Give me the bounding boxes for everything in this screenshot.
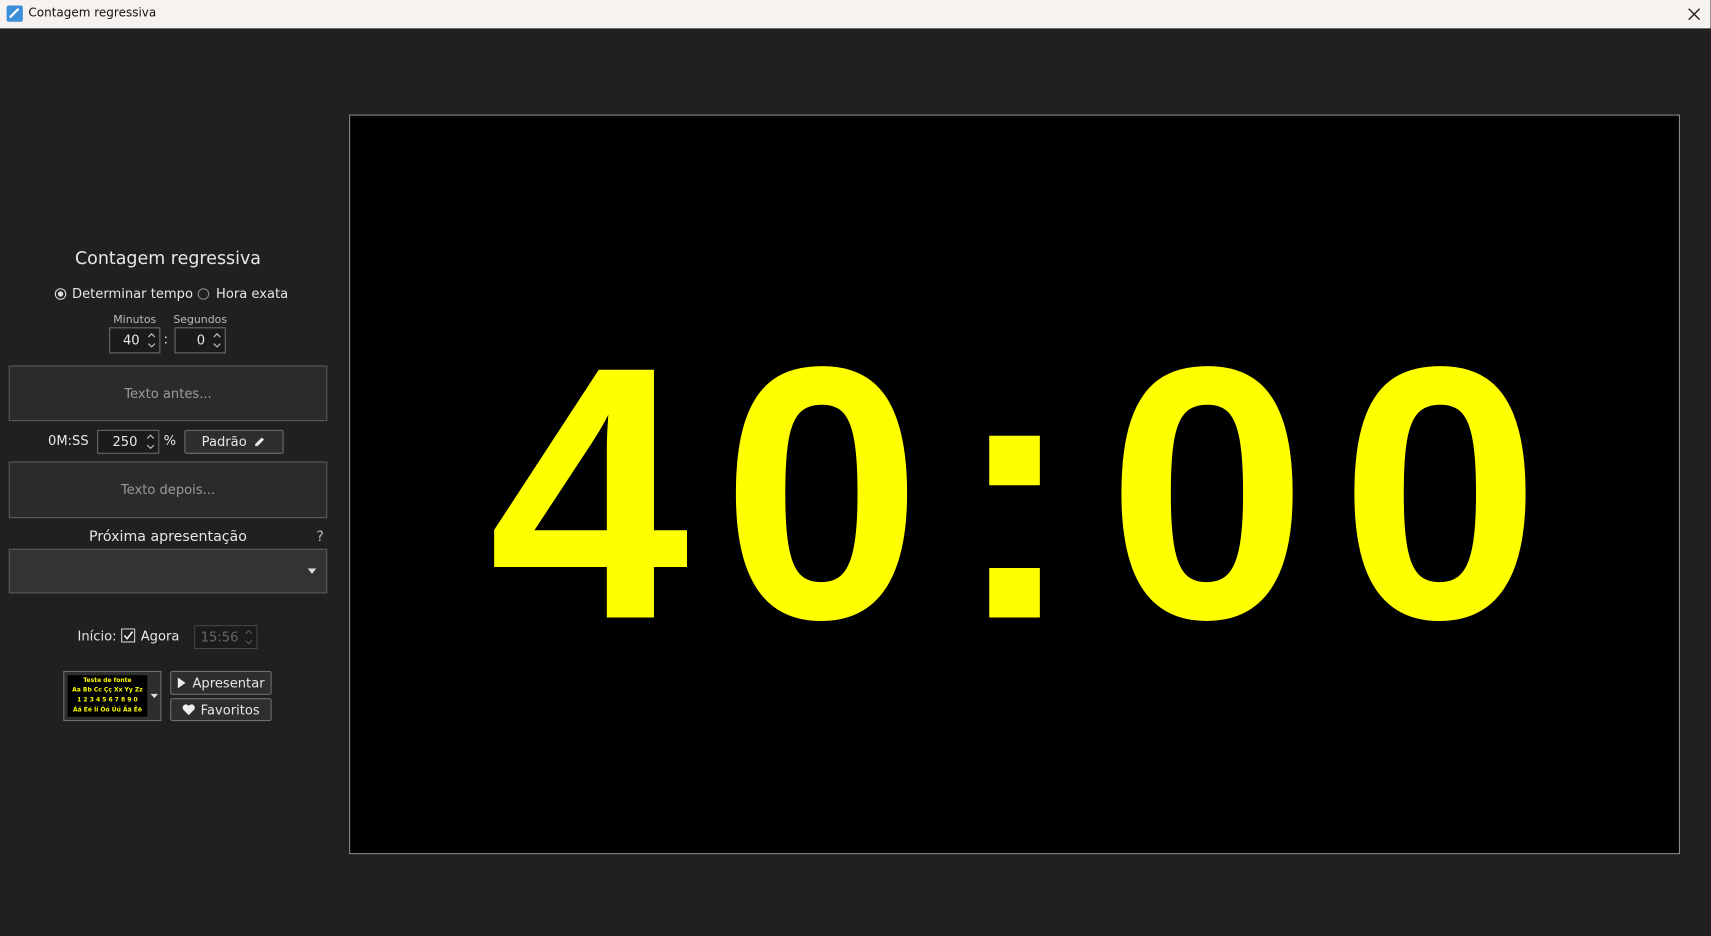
preview-line: Aa Bb Cc Çç Xx Yy Zz (72, 687, 143, 694)
spin-arrows[interactable] (213, 332, 222, 349)
format-label: 0M:SS (47, 433, 89, 449)
start-time-spinbox: 15:56 (194, 625, 258, 650)
text-before-input[interactable]: Texto antes... (8, 365, 328, 422)
start-time-value: 15:56 (200, 629, 239, 645)
minutes-spinbox[interactable]: 40 (109, 327, 161, 354)
title-bar: Contagem regressiva (0, 0, 1711, 29)
font-preview: Teste de fonte Aa Bb Cc Çç Xx Yy Zz 1 2 … (67, 675, 148, 717)
radio[interactable] (197, 288, 210, 300)
size-spinbox[interactable]: 250 (97, 429, 160, 454)
placeholder: Texto depois... (120, 482, 216, 498)
countdown-display: 40:00 (488, 291, 1574, 694)
present-button[interactable]: Apresentar (170, 670, 272, 695)
text-after-input[interactable]: Texto depois... (8, 461, 328, 519)
dropdown-arrow (150, 693, 159, 699)
button-label: Favoritos (200, 701, 260, 718)
button-label: Apresentar (192, 675, 265, 691)
preview-line: 1 2 3 4 5 6 7 8 9 0 (77, 697, 138, 704)
spin-arrows[interactable] (147, 332, 156, 349)
minutes-value: 40 (122, 332, 140, 348)
favorites-button[interactable]: Favoritos (170, 698, 272, 722)
help-icon[interactable]: ? (316, 529, 324, 546)
style-button[interactable]: Padrão (184, 429, 284, 454)
play-icon (178, 677, 186, 689)
placeholder: Texto antes... (124, 385, 212, 401)
radio-label[interactable]: Determinar tempo (71, 285, 193, 302)
heart-icon (182, 704, 195, 716)
start-label: Início: (77, 628, 117, 644)
preview-line: Teste de fonte (83, 677, 132, 684)
dropdown-arrow (307, 568, 317, 574)
time-separator: : (163, 331, 169, 347)
radio-selected[interactable] (54, 288, 67, 300)
checkbox-checked[interactable] (121, 628, 136, 643)
app-icon (6, 5, 23, 22)
preview-line: Áá Éé Íí Óó Úú Ãã Ẽẽ (72, 706, 142, 714)
seconds-label: Segundos (173, 314, 228, 327)
spin-arrows[interactable] (146, 433, 155, 450)
preview-screen: 40:00 (349, 114, 1680, 855)
seconds-spinbox[interactable]: 0 (174, 327, 226, 354)
close-button[interactable] (1687, 7, 1702, 22)
size-value: 250 (112, 434, 138, 450)
font-selector[interactable]: Teste de fonte Aa Bb Cc Çç Xx Yy Zz 1 2 … (63, 670, 162, 722)
next-label: Próxima apresentação (89, 529, 247, 546)
next-dropdown[interactable] (8, 548, 328, 594)
panel-title: Contagem regressiva (74, 247, 262, 269)
window-title: Contagem regressiva (28, 5, 157, 20)
minutes-label: Minutos (113, 314, 157, 327)
size-unit: % (163, 433, 177, 449)
spin-arrows (245, 629, 253, 645)
seconds-value: 0 (196, 332, 206, 348)
checkbox-label[interactable]: Agora (140, 628, 180, 644)
button-label: Padrão (201, 434, 247, 450)
radio-label[interactable]: Hora exata (215, 285, 289, 302)
pencil-icon (255, 437, 265, 447)
